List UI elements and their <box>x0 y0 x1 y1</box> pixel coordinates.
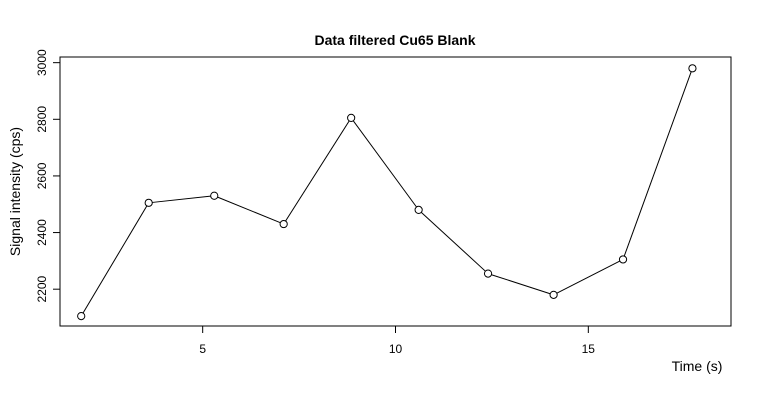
data-point <box>549 290 558 299</box>
y-tick-label: 2200 <box>35 276 49 303</box>
plot-frame <box>59 56 732 327</box>
series-line-segment <box>491 274 551 295</box>
y-axis-ticks: 2200 2400 2600 2800 3000 <box>35 49 60 303</box>
x-axis-ticks: 5 10 15 <box>199 326 595 356</box>
series-line-segment <box>285 120 350 222</box>
y-axis-label: Signal intensity (cps) <box>7 127 23 256</box>
data-point <box>688 64 697 73</box>
series-line-segment <box>556 260 621 294</box>
x-axis-label: Time (s) <box>672 358 723 374</box>
data-point <box>483 269 493 278</box>
data-point <box>618 255 628 264</box>
series-line-segment <box>82 205 148 314</box>
data-point <box>414 205 423 215</box>
x-tick-label: 15 <box>582 342 596 356</box>
data-point <box>210 191 219 200</box>
series-line-segment <box>623 71 692 257</box>
series-line-segment <box>420 211 486 272</box>
chart-title: Data filtered Cu65 Blank <box>314 32 475 48</box>
data-point <box>77 311 86 321</box>
x-tick-label: 5 <box>199 342 206 356</box>
y-tick-label: 2800 <box>35 106 49 133</box>
series-group <box>77 64 697 321</box>
data-point <box>279 219 288 229</box>
y-tick-label: 2600 <box>35 162 49 189</box>
data-point <box>144 198 153 207</box>
x-tick-label: 10 <box>389 342 403 356</box>
series-line-segment <box>217 196 281 224</box>
series-line-segment <box>152 195 211 203</box>
data-point <box>347 113 356 122</box>
y-tick-label: 2400 <box>35 219 49 246</box>
y-tick-label: 3000 <box>35 49 49 76</box>
series-line-segment <box>352 120 417 208</box>
